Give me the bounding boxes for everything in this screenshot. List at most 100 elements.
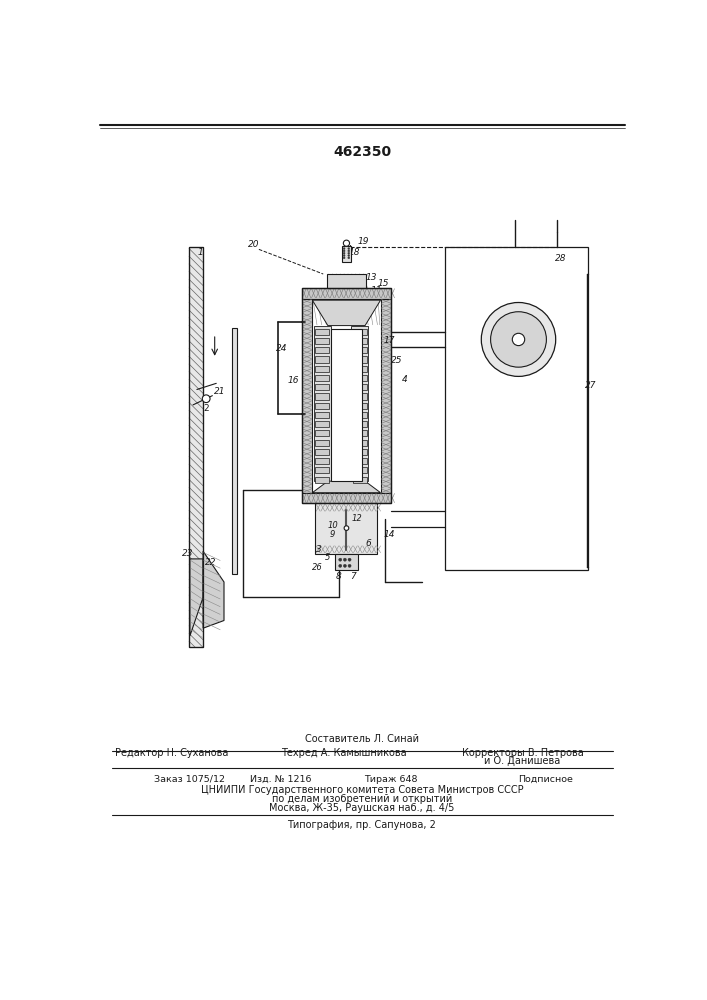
Bar <box>315 477 329 483</box>
Text: 23: 23 <box>182 549 193 558</box>
Bar <box>353 393 367 400</box>
Bar <box>189 247 203 647</box>
Text: Изд. № 1216: Изд. № 1216 <box>250 775 311 784</box>
Bar <box>353 421 367 427</box>
Bar <box>301 493 392 503</box>
Bar <box>353 347 367 353</box>
Text: 17: 17 <box>383 336 395 345</box>
Text: 21: 21 <box>214 387 226 396</box>
Bar <box>353 375 367 381</box>
Text: Корректоры В. Петрова: Корректоры В. Петрова <box>462 748 583 758</box>
Text: 20: 20 <box>247 240 259 249</box>
Circle shape <box>348 248 350 250</box>
Bar <box>341 246 351 262</box>
Text: 8: 8 <box>336 572 341 581</box>
Polygon shape <box>190 559 203 636</box>
Bar <box>315 421 329 427</box>
Bar <box>353 403 367 409</box>
Text: 4: 4 <box>402 375 407 384</box>
Circle shape <box>348 250 350 252</box>
Text: по делам изобретений и открытий: по делам изобретений и открытий <box>271 794 452 804</box>
Circle shape <box>343 257 345 259</box>
Bar <box>315 412 329 418</box>
Text: Тираж 648: Тираж 648 <box>364 775 417 784</box>
Bar <box>315 393 329 400</box>
Polygon shape <box>312 300 380 326</box>
Bar <box>353 356 367 363</box>
Circle shape <box>343 255 345 256</box>
Polygon shape <box>203 551 224 628</box>
Text: 1: 1 <box>198 248 204 257</box>
Circle shape <box>339 564 341 567</box>
Bar <box>315 430 329 436</box>
Text: 16: 16 <box>288 376 300 385</box>
Text: 19: 19 <box>358 237 369 246</box>
Text: 9: 9 <box>329 530 335 539</box>
Circle shape <box>348 257 350 259</box>
Circle shape <box>491 312 547 367</box>
Text: 25: 25 <box>391 356 402 365</box>
Bar <box>315 329 329 335</box>
Text: 14: 14 <box>383 530 395 539</box>
Bar <box>380 299 392 493</box>
Circle shape <box>344 526 349 530</box>
Bar <box>353 384 367 390</box>
Bar <box>301 288 392 299</box>
Text: 28: 28 <box>556 254 567 263</box>
Bar <box>315 467 329 473</box>
Circle shape <box>339 558 341 561</box>
Text: и О. Данишева: и О. Данишева <box>484 756 561 766</box>
Bar <box>315 503 378 554</box>
Text: 13: 13 <box>366 273 377 282</box>
Circle shape <box>344 564 346 567</box>
Bar <box>315 440 329 446</box>
Bar <box>353 449 367 455</box>
Text: 3: 3 <box>317 545 322 554</box>
Bar <box>445 247 588 570</box>
Bar <box>315 384 329 390</box>
Text: 27: 27 <box>585 381 596 390</box>
Text: 10: 10 <box>327 521 338 530</box>
Circle shape <box>348 252 350 254</box>
Bar <box>315 347 329 353</box>
Polygon shape <box>312 481 380 493</box>
Text: Техред А. Камышникова: Техред А. Камышникова <box>281 748 407 758</box>
Bar <box>232 328 237 574</box>
Text: 2: 2 <box>204 404 209 413</box>
Circle shape <box>513 333 525 346</box>
Bar <box>315 458 329 464</box>
Bar <box>353 430 367 436</box>
Text: 5: 5 <box>325 553 329 562</box>
Circle shape <box>348 564 351 567</box>
Bar <box>331 329 362 481</box>
Text: Подписное: Подписное <box>518 775 573 784</box>
Bar <box>314 326 331 481</box>
Text: 22: 22 <box>205 558 216 567</box>
Bar <box>353 329 367 335</box>
Text: ЦНИИПИ Государственного комитета Совета Министров СССР: ЦНИИПИ Государственного комитета Совета … <box>201 785 523 795</box>
Bar <box>301 299 312 493</box>
Bar <box>315 375 329 381</box>
Circle shape <box>343 252 345 254</box>
Text: 11: 11 <box>370 286 382 295</box>
Bar <box>315 366 329 372</box>
Bar <box>353 366 367 372</box>
Bar <box>351 326 368 481</box>
Circle shape <box>202 395 210 403</box>
Bar <box>315 449 329 455</box>
Bar <box>353 477 367 483</box>
Text: 462350: 462350 <box>333 145 391 159</box>
Bar <box>189 247 203 647</box>
Text: 6: 6 <box>366 539 371 548</box>
Text: 15: 15 <box>378 279 390 288</box>
Circle shape <box>348 558 351 561</box>
Bar <box>353 467 367 473</box>
Bar <box>315 403 329 409</box>
Bar <box>301 288 392 503</box>
Bar <box>327 274 366 288</box>
Circle shape <box>343 248 345 250</box>
Text: 12: 12 <box>352 514 363 523</box>
Text: Москва, Ж-35, Раушская наб., д. 4/5: Москва, Ж-35, Раушская наб., д. 4/5 <box>269 803 455 813</box>
Text: Типография, пр. Сапунова, 2: Типография, пр. Сапунова, 2 <box>288 820 436 830</box>
Bar <box>335 554 358 570</box>
